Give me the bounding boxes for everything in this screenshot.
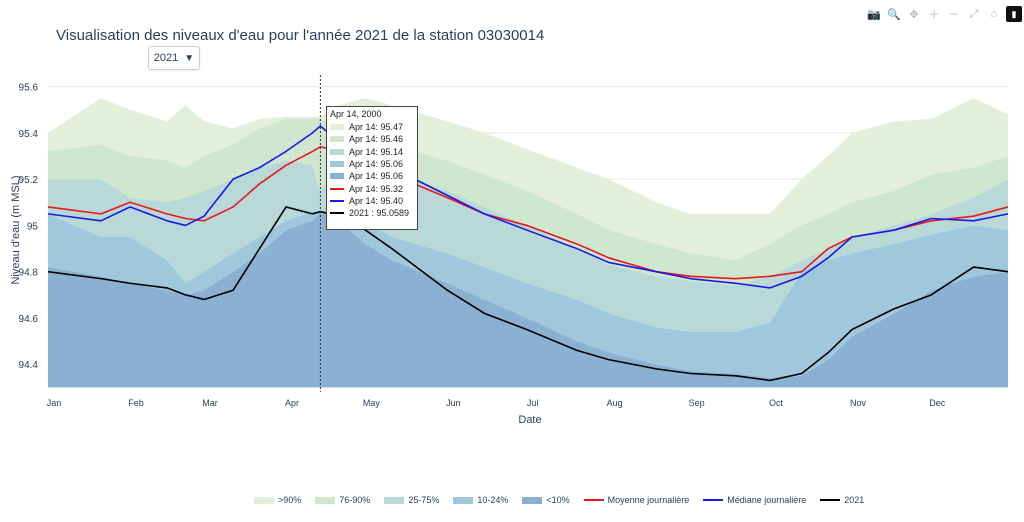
band-4 xyxy=(48,211,1008,388)
legend-swatch xyxy=(453,496,474,504)
y-tick-label: 95.6 xyxy=(19,83,39,94)
x-axis-label: Date xyxy=(518,414,541,426)
tooltip-row: Apr 14: 95.47 xyxy=(330,121,414,133)
tooltip-swatch xyxy=(330,124,344,131)
y-tick-label: 94.6 xyxy=(19,314,39,325)
y-tick-label: 95.4 xyxy=(19,129,39,140)
x-tick-label: May xyxy=(363,398,381,408)
tooltip-swatch xyxy=(330,148,344,155)
zoom-in-icon[interactable]: ＋ xyxy=(928,9,940,21)
legend-swatch xyxy=(583,499,604,501)
legend-item[interactable]: <10% xyxy=(522,495,570,505)
tooltip-header: Apr 14, 2000 xyxy=(330,109,382,119)
tooltip-swatch xyxy=(330,212,344,215)
x-tick-label: Jun xyxy=(446,398,461,408)
tooltip-swatch xyxy=(330,161,344,168)
tooltip-row-text: 2021 : 95.0589 xyxy=(349,208,410,219)
x-tick-labels: Jan Feb Mar Apr May Jun Jul Aug Sep Oct Nov Dec xyxy=(47,398,946,408)
series-line-2 xyxy=(47,206,1009,382)
series-lines xyxy=(47,125,1009,382)
tooltip-row-text: Apr 14: 95.47 xyxy=(349,122,404,133)
series-line-0 xyxy=(47,145,1009,280)
band-3 xyxy=(48,211,1008,379)
tooltip-row: 2021 : 95.0589 xyxy=(330,207,414,219)
tooltip-swatch xyxy=(330,187,344,190)
tooltip-row-text: Apr 14: 95.32 xyxy=(349,183,404,194)
dropdown-arrow-icon: ▼ xyxy=(184,52,195,64)
band-1 xyxy=(48,119,1008,286)
year-dropdown-value: 2021 xyxy=(153,52,179,64)
tooltip-row-text: Apr 14: 95.06 xyxy=(349,171,404,182)
legend-item[interactable]: 2021 xyxy=(820,495,864,505)
tooltip-row: Apr 14: 95.46 xyxy=(330,133,414,145)
tooltip-swatch xyxy=(330,136,344,143)
x-tick-label: Dec xyxy=(929,398,946,408)
tooltip-row-text: Apr 14: 95.06 xyxy=(349,159,404,170)
y-tick-labels: 94.4 94.6 94.8 95 95.2 95.4 95.6 xyxy=(19,83,39,372)
legend-label: Médiane journalière xyxy=(727,495,807,505)
legend-swatch xyxy=(703,499,724,501)
tooltip-row: Apr 14: 95.40 xyxy=(330,195,414,207)
band-0 xyxy=(48,98,1008,261)
hover-tooltip: Apr 14, 2000 Apr 14: 95.47 Apr 14: 95.46 A… xyxy=(326,106,418,230)
x-tick-label: Aug xyxy=(607,398,623,408)
tooltip-row-text: Apr 14: 95.46 xyxy=(349,134,404,145)
legend-label: <10% xyxy=(546,495,570,505)
x-tick-label: Apr xyxy=(285,398,299,408)
x-tick-label: Sep xyxy=(689,398,705,408)
tooltip-row: Apr 14: 95.32 xyxy=(330,182,414,194)
tooltip-row-text: Apr 14: 95.14 xyxy=(349,146,404,157)
chart-title: Visualisation des niveaux d'eau pour l'a… xyxy=(56,27,545,44)
modebar: 📷 🔍 ✥ ＋ － ⤢ ⌂ ▮ xyxy=(866,6,1022,22)
legend-swatch xyxy=(522,496,543,504)
x-tick-label: Feb xyxy=(128,398,144,408)
legend-item[interactable]: Médiane journalière xyxy=(703,495,806,505)
tooltip-row: Apr 14: 95.06 xyxy=(330,170,414,182)
camera-icon[interactable]: 📷 xyxy=(867,8,881,21)
y-tick-label: 95.2 xyxy=(19,175,39,186)
series-line-1 xyxy=(47,125,1009,289)
plotly-logo-icon[interactable]: ▮ xyxy=(1006,6,1022,22)
legend: >90% 76-90% 25-75% 10-24% <10% Moyenne journa… xyxy=(254,495,864,505)
legend-item[interactable]: Moyenne journalière xyxy=(583,495,690,505)
tooltip-row: Apr 14: 95.14 xyxy=(330,146,414,158)
x-tick-label: Oct xyxy=(769,398,784,408)
legend-label: Moyenne journalière xyxy=(607,495,690,505)
zoom-icon[interactable]: 🔍 xyxy=(887,8,901,21)
tooltip-row: Apr 14: 95.06 xyxy=(330,158,414,170)
legend-item[interactable]: 10-24% xyxy=(453,495,508,505)
legend-item[interactable]: >90% xyxy=(254,495,301,505)
y-tick-label: 94.8 xyxy=(19,268,39,279)
bands xyxy=(48,98,1008,388)
legend-label: 25-75% xyxy=(408,495,440,505)
legend-swatch xyxy=(384,496,405,504)
y-tick-label: 95 xyxy=(27,221,39,232)
zoom-out-icon[interactable]: － xyxy=(948,9,960,21)
y-tick-label: 94.4 xyxy=(19,360,39,371)
tooltip-row-text: Apr 14: 95.40 xyxy=(349,195,404,206)
pan-icon[interactable]: ✥ xyxy=(909,8,919,21)
year-dropdown[interactable]: 2021 ▼ xyxy=(148,46,200,70)
x-tick-label: Jul xyxy=(527,398,539,408)
legend-item[interactable]: 25-75% xyxy=(384,495,439,505)
legend-label: 10-24% xyxy=(477,495,509,505)
legend-label: 2021 xyxy=(844,495,865,505)
y-axis-label: Niveau d'eau (m MSL) xyxy=(10,175,22,284)
x-tick-label: Nov xyxy=(850,398,867,408)
tooltip-swatch xyxy=(330,199,344,202)
tooltip-swatch xyxy=(330,173,344,180)
legend-label: >90% xyxy=(278,495,302,505)
legend-swatch xyxy=(820,499,841,501)
legend-swatch xyxy=(315,496,336,504)
x-tick-label: Mar xyxy=(202,398,218,408)
legend-item[interactable]: 76-90% xyxy=(315,495,370,505)
home-icon[interactable]: ⌂ xyxy=(990,8,998,20)
legend-swatch xyxy=(254,496,274,504)
autoscale-icon[interactable]: ⤢ xyxy=(969,7,979,20)
legend-label: 76-90% xyxy=(339,495,371,505)
x-tick-label: Jan xyxy=(47,398,62,408)
